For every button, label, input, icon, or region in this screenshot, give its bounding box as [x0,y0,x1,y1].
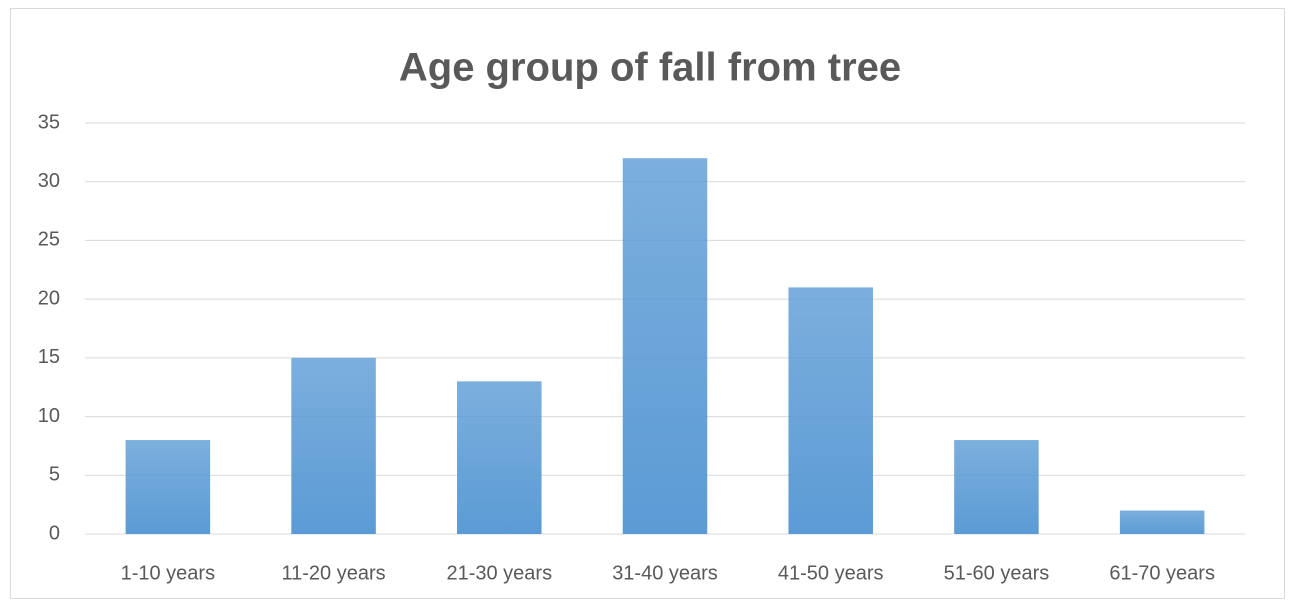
x-tick-label: 21-30 years [446,562,552,584]
bar [1119,510,1205,534]
x-tick-label: 61-70 years [1109,562,1215,584]
bar [125,440,211,534]
bar [788,287,873,534]
y-tick-label: 25 [38,229,60,251]
bar [622,158,708,534]
y-tick-label: 20 [38,287,60,309]
chart-title: Age group of fall from tree [399,46,901,90]
y-tick-label: 10 [38,405,60,427]
y-tick-label: 35 [38,111,60,133]
x-tick-label: 41-50 years [778,562,884,584]
y-tick-label: 5 [49,464,60,486]
bar [291,357,376,534]
y-tick-label: 15 [38,346,60,368]
y-tick-label: 30 [38,170,60,192]
x-tick-label: 11-20 years [282,562,386,584]
x-tick-label: 51-60 years [944,562,1050,584]
x-tick-label: 1-10 years [121,562,216,584]
x-tick-label: 31-40 years [612,562,718,584]
y-tick-label: 0 [49,522,60,544]
bar [457,381,542,534]
bar [954,440,1039,534]
